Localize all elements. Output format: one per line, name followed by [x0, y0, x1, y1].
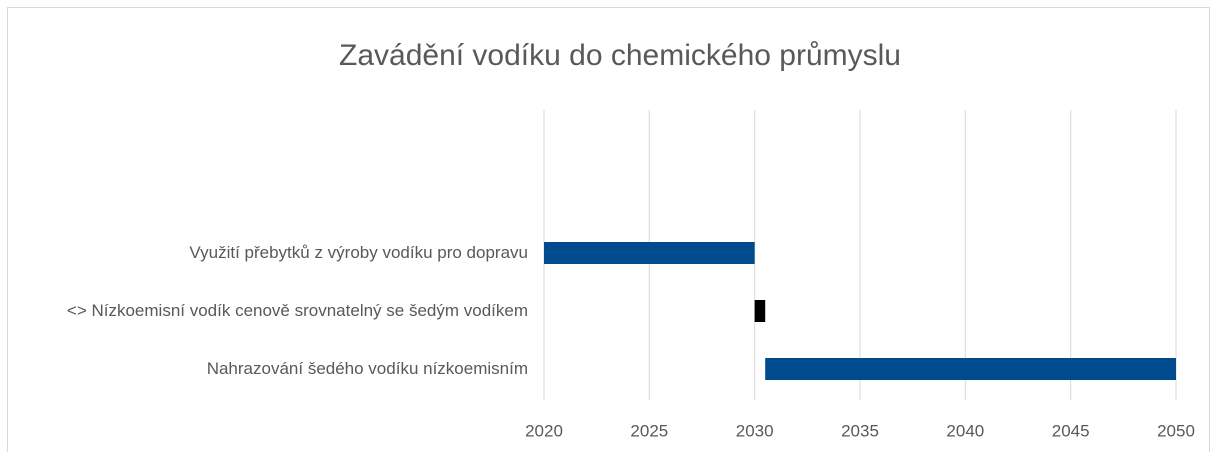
y-tick-label: Nahrazování šedého vodíku nízkoemisním — [48, 357, 528, 381]
bar — [544, 242, 755, 264]
bar — [765, 358, 1176, 380]
y-tick-text: Nahrazování šedého vodíku nízkoemisním — [206, 359, 528, 378]
y-tick-label: <> Nízkoemisní vodík cenově srovnatelný … — [48, 299, 528, 323]
x-tick-label: 2050 — [1157, 421, 1195, 440]
chart-border — [7, 7, 1210, 452]
x-tick-label: 2025 — [630, 421, 668, 440]
x-tick-label: 2020 — [525, 421, 563, 440]
x-tick-label: 2045 — [1052, 421, 1090, 440]
chart-title: Zavádění vodíku do chemického průmyslu — [339, 39, 901, 72]
x-tick-label: 2030 — [736, 421, 774, 440]
y-tick-label: Využití přebytků z výroby vodíku pro dop… — [48, 241, 528, 265]
x-tick-label: 2035 — [841, 421, 879, 440]
y-tick-text: Využití přebytků z výroby vodíku pro dop… — [189, 243, 528, 262]
y-tick-text: <> Nízkoemisní vodík cenově srovnatelný … — [66, 301, 528, 320]
x-tick-label: 2040 — [946, 421, 984, 440]
bar — [754, 300, 766, 322]
